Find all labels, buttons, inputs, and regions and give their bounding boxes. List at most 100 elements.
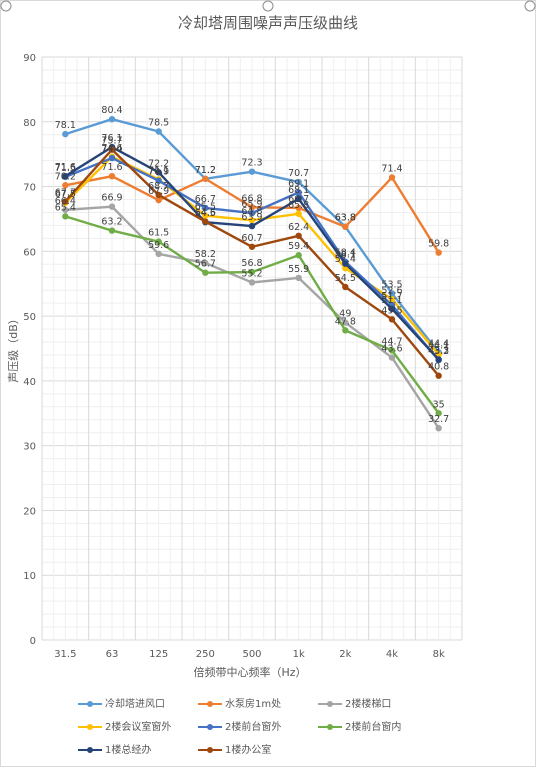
legend-swatch (78, 722, 102, 732)
data-label: 43.3 (428, 346, 449, 357)
y-tick-label: 10 (23, 571, 36, 582)
data-point (62, 213, 69, 220)
data-label: 55.9 (288, 264, 309, 275)
data-point (342, 283, 349, 291)
x-tick-label: 500 (242, 649, 261, 660)
data-point (202, 218, 209, 225)
data-label: 58.2 (195, 249, 216, 260)
data-point (248, 243, 256, 250)
data-point (295, 195, 302, 203)
series-3 (62, 203, 442, 432)
x-axis-ticks: 31.5 63 125 250 500 1k 2k 4k 8k (54, 649, 445, 660)
data-label: 71.5 (55, 163, 76, 174)
data-label: 59.8 (428, 239, 449, 250)
data-point (342, 327, 349, 334)
data-point (248, 268, 256, 276)
data-point (295, 204, 302, 212)
legend-label: 2楼前台窗内 (345, 722, 402, 733)
legend-label: 1楼办公室 (225, 745, 272, 756)
data-label: 72.2 (148, 158, 169, 169)
data-label: 71.1 (148, 165, 169, 176)
data-label: 49 (339, 309, 351, 320)
data-label: 65.5 (195, 202, 216, 213)
data-point (388, 174, 396, 181)
data-label: 70.7 (288, 168, 309, 179)
data-label: 57.4 (335, 254, 356, 265)
data-point (155, 128, 162, 135)
y-tick-label: 60 (23, 247, 36, 258)
data-label: 71.4 (381, 163, 402, 174)
data-label: 72.3 (241, 158, 262, 169)
y-tick-label: 70 (23, 183, 36, 194)
data-label: 71.2 (195, 165, 216, 176)
data-label: 65.4 (55, 202, 76, 213)
data-point (62, 172, 69, 180)
data-point (108, 146, 116, 153)
chart-title: 冷却塔周围噪声声压级曲线 (178, 14, 358, 32)
data-label: 67.7 (55, 187, 76, 198)
legend-label: 水泵房1m处 (225, 699, 282, 710)
resize-handle-top-right[interactable] (524, 0, 536, 12)
data-point (108, 227, 116, 234)
data-label: 54.5 (335, 273, 356, 284)
data-point (202, 204, 209, 212)
data-label: 49.5 (381, 305, 402, 316)
legend-swatch (78, 699, 102, 709)
data-point (155, 238, 162, 245)
data-point (62, 206, 69, 214)
data-label: 56.7 (195, 259, 216, 270)
data-label: 52.6 (381, 285, 402, 296)
legend-swatch (318, 722, 342, 732)
resize-handle-top-left[interactable] (0, 0, 12, 12)
data-label: 58.4 (335, 248, 356, 259)
legend-swatch (78, 745, 102, 755)
data-label: 65.8 (288, 200, 309, 211)
data-point (342, 223, 349, 230)
data-point (435, 372, 442, 379)
data-label: 64.5 (195, 208, 216, 219)
data-label: 71.6 (55, 162, 76, 173)
data-point (62, 198, 69, 205)
data-label: 61.5 (148, 228, 169, 239)
data-point (435, 351, 442, 358)
data-point (155, 191, 162, 199)
data-label: 51.1 (381, 295, 402, 306)
data-label: 75.7 (101, 136, 122, 147)
resize-handle-top-center[interactable] (262, 0, 274, 12)
legend-item: 2楼会议室窗外 (78, 721, 171, 735)
data-label: 74.4 (101, 144, 122, 155)
data-label: 44.4 (428, 338, 449, 349)
data-point (202, 259, 209, 267)
x-tick-label: 4k (386, 649, 398, 660)
data-label: 59.6 (148, 240, 169, 251)
x-tick-label: 63 (106, 649, 119, 660)
data-point (108, 154, 116, 162)
data-point (248, 222, 256, 230)
legend-item: 2楼前台窗外 (198, 721, 281, 735)
data-label: 58.1 (335, 250, 356, 261)
data-point (108, 203, 116, 210)
data-point (62, 130, 69, 138)
data-point (342, 260, 349, 267)
y-axis-label: 声压级（dB） (6, 313, 20, 383)
data-label: 71.2 (195, 165, 216, 176)
data-point (435, 410, 442, 417)
data-point (202, 175, 209, 182)
data-point (388, 290, 396, 297)
legend-label: 2楼前台窗外 (225, 722, 282, 733)
data-label: 40.8 (428, 362, 449, 373)
data-label: 60.7 (241, 233, 262, 244)
data-label: 67.5 (55, 189, 76, 200)
x-tick-label: 2k (339, 649, 351, 660)
data-point (435, 249, 442, 256)
data-label: 53.5 (381, 279, 402, 290)
data-point (202, 269, 209, 276)
legend-swatch (318, 699, 342, 709)
legend-item: 冷却塔进风口 (78, 698, 165, 712)
series-lines (62, 115, 442, 432)
data-label: 78.1 (55, 120, 76, 131)
data-label: 47.8 (335, 316, 356, 327)
data-point (388, 296, 396, 303)
data-label: 65.9 (241, 199, 262, 210)
